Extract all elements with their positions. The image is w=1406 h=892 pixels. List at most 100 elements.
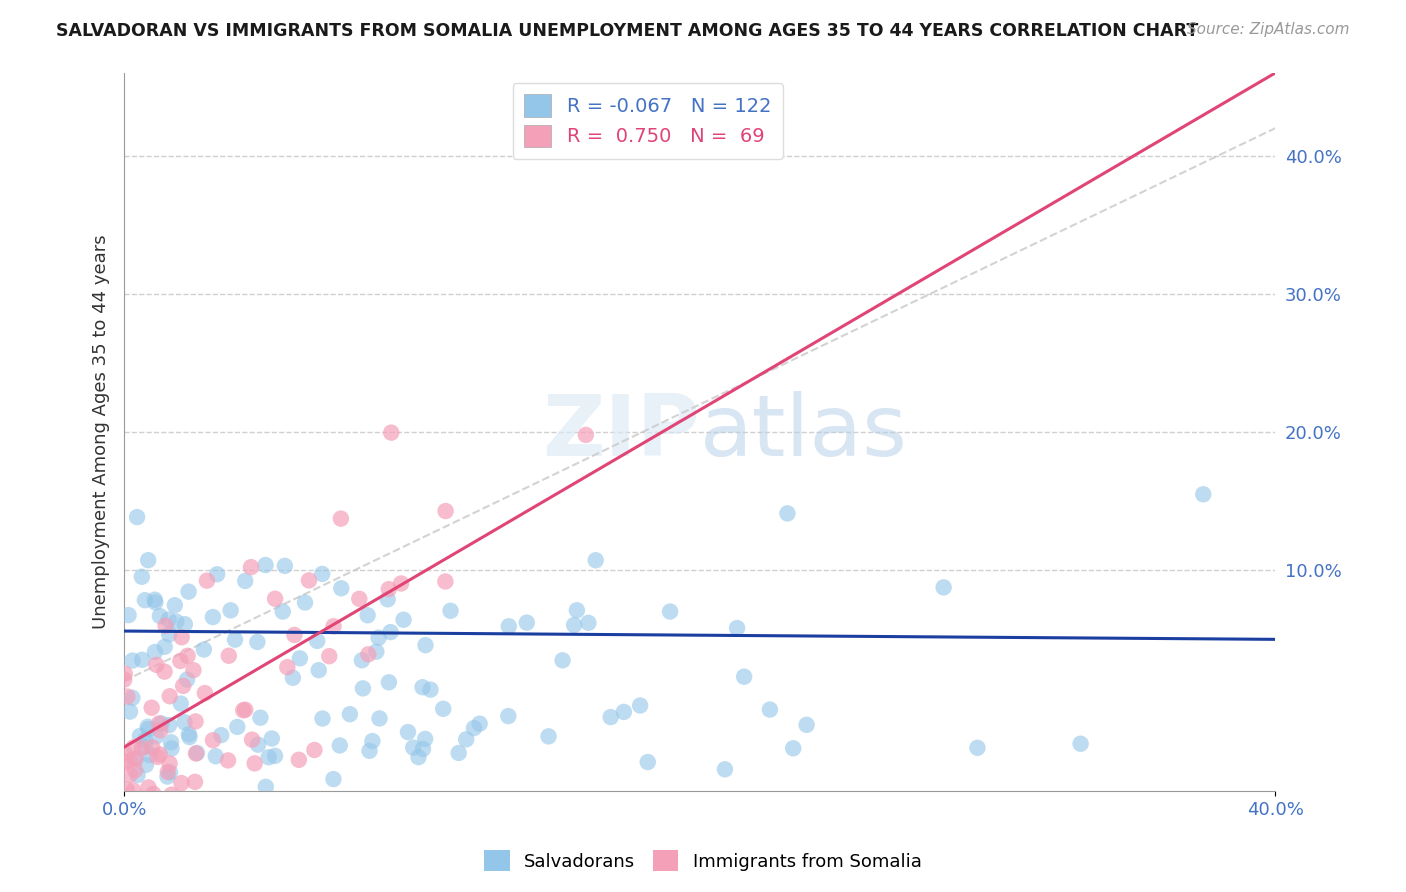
Point [318,649,340,664]
Point [283,628,305,642]
Point [357,648,380,662]
Point [165,615,187,629]
Point [148,716,170,731]
Point [782,741,804,756]
Point [201,610,224,624]
Point [114,666,136,681]
Point [219,603,242,617]
Point [172,679,194,693]
Point [157,627,180,641]
Point [271,605,294,619]
Point [122,783,145,797]
Point [264,591,287,606]
Point [359,744,381,758]
Point [367,631,389,645]
Point [298,574,321,588]
Point [114,746,136,760]
Point [714,762,737,776]
Point [124,752,146,766]
Point [402,740,425,755]
Point [184,714,207,729]
Point [134,593,156,607]
Point [205,567,228,582]
Point [264,748,287,763]
Point [184,775,207,789]
Point [463,721,485,735]
Point [329,511,352,525]
Point [257,750,280,764]
Point [276,660,298,674]
Point [628,698,651,713]
Point [173,617,195,632]
Point [138,722,160,736]
Point [378,582,401,596]
Point [1070,737,1092,751]
Point [288,651,311,665]
Point [447,746,470,760]
Point [193,642,215,657]
Point [240,732,263,747]
Point [288,753,311,767]
Point [240,560,263,574]
Legend: Salvadorans, Immigrants from Somalia: Salvadorans, Immigrants from Somalia [477,843,929,879]
Text: SALVADORAN VS IMMIGRANTS FROM SOMALIA UNEMPLOYMENT AMONG AGES 35 TO 44 YEARS COR: SALVADORAN VS IMMIGRANTS FROM SOMALIA UN… [56,22,1198,40]
Point [153,640,176,654]
Point [121,690,143,705]
Point [419,682,441,697]
Point [112,673,135,687]
Point [249,711,271,725]
Point [434,504,457,518]
Point [396,725,419,739]
Point [551,653,574,667]
Point [134,739,156,754]
Point [218,648,240,663]
Point [118,705,141,719]
Point [156,770,179,784]
Point [124,763,146,777]
Point [141,740,163,755]
Point [637,755,659,769]
Legend: R = -0.067   N = 122, R =  0.750   N =  69: R = -0.067 N = 122, R = 0.750 N = 69 [513,83,783,159]
Point [233,574,256,588]
Point [149,747,172,762]
Point [339,707,361,722]
Point [389,576,412,591]
Point [139,748,162,763]
Point [349,591,371,606]
Point [350,653,373,667]
Point [186,746,208,760]
Point [141,700,163,714]
Point [432,702,454,716]
Point [412,742,434,756]
Point [537,730,560,744]
Point [184,747,207,761]
Point [352,681,374,696]
Point [118,754,141,768]
Point [209,728,232,742]
Point [498,619,520,633]
Point [143,595,166,609]
Point [308,663,330,677]
Point [311,566,333,581]
Point [177,727,200,741]
Point [149,609,172,624]
Point [160,735,183,749]
Point [114,755,136,769]
Point [173,715,195,730]
Point [136,720,159,734]
Point [131,741,153,756]
Point [138,780,160,795]
Point [121,654,143,668]
Point [159,690,181,704]
Point [368,711,391,725]
Point [434,574,457,589]
Point [468,716,491,731]
Point [392,613,415,627]
Point [659,605,682,619]
Point [243,756,266,771]
Point [380,425,402,440]
Point [1192,487,1215,501]
Point [117,845,139,859]
Text: Source: ZipAtlas.com: Source: ZipAtlas.com [1187,22,1350,37]
Point [150,716,173,731]
